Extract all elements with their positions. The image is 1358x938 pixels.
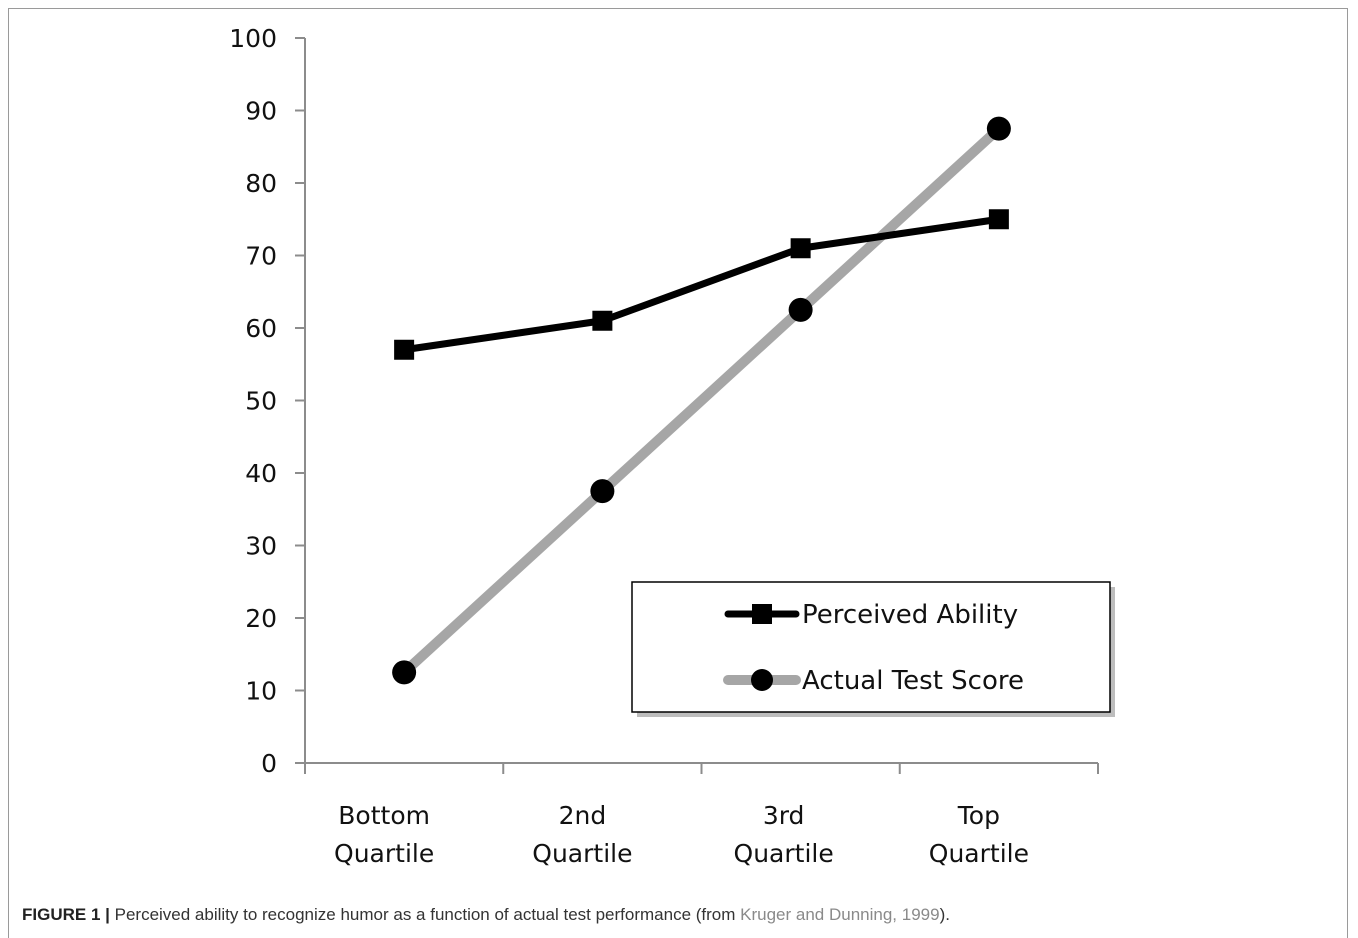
figure-frame	[8, 8, 1348, 938]
y-tick-label: 70	[245, 242, 277, 271]
y-tick-label: 10	[245, 677, 277, 706]
x-category-label: Quartile	[929, 839, 1029, 868]
actual-test-score-point	[788, 297, 813, 322]
x-category-label: Top	[957, 801, 1000, 830]
x-category-label: Quartile	[334, 839, 434, 868]
y-tick-label: 30	[245, 532, 277, 561]
y-tick-label: 20	[245, 604, 277, 633]
caption-suffix: ).	[939, 905, 950, 924]
perceived-ability-point	[790, 238, 811, 259]
legend-box	[631, 581, 1111, 713]
legend-label: Perceived Ability	[802, 600, 1018, 630]
actual-test-score-point	[590, 479, 615, 504]
y-tick-label: 0	[261, 749, 277, 778]
actual-test-score-point	[986, 116, 1011, 141]
y-tick-label: 90	[245, 97, 277, 126]
perceived-ability-point	[592, 310, 613, 331]
x-category-label: 2nd	[559, 801, 607, 830]
line-chart: 0 10 20 30 40 50 60 70 80 90 100 Bottom Quartile 2nd Q…	[229, 24, 1115, 868]
y-tick-label: 50	[245, 387, 277, 416]
perceived-ability-point	[394, 339, 415, 360]
figure-caption: FIGURE 1 | Perceived ability to recogniz…	[22, 905, 1342, 925]
reference-year[interactable]: 1999	[897, 905, 940, 924]
y-tick-label: 40	[245, 459, 277, 488]
actual-test-score-line	[400, 124, 1003, 677]
reference-authors[interactable]: Kruger and Dunning,	[740, 905, 898, 924]
legend-label: Actual Test Score	[802, 666, 1024, 696]
y-tick-label: 60	[245, 314, 277, 343]
y-tick-label: 100	[229, 24, 277, 53]
x-category-label: Bottom	[338, 801, 430, 830]
y-tick-label: 80	[245, 169, 277, 198]
legend-square-marker	[752, 604, 772, 624]
perceived-ability-line	[403, 215, 1000, 354]
figure-label: FIGURE 1 |	[22, 905, 110, 924]
x-category-label: Quartile	[734, 839, 834, 868]
actual-test-score-point	[392, 660, 417, 685]
perceived-ability-point	[988, 209, 1009, 230]
x-category-label: Quartile	[532, 839, 632, 868]
x-category-label: 3rd	[763, 801, 805, 830]
legend-circle-marker	[751, 669, 773, 691]
caption-text: Perceived ability to recognize humor as …	[109, 905, 741, 924]
